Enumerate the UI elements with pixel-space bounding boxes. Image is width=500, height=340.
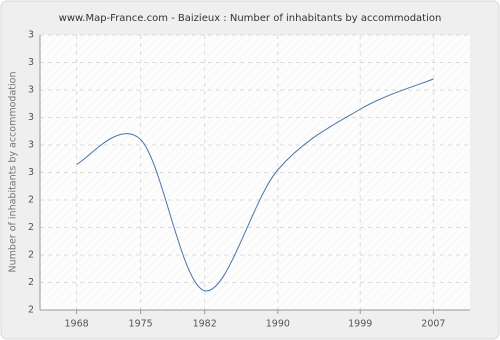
chart-title: www.Map-France.com - Baizieux : Number o…	[59, 13, 442, 24]
y-tick-label: 3	[28, 30, 34, 41]
x-tick-label: 2007	[421, 319, 445, 330]
y-tick-label: 3	[28, 140, 34, 151]
plot-hatch	[40, 35, 470, 310]
y-tick-label: 3	[28, 57, 34, 68]
y-tick-label: 3	[28, 112, 34, 123]
y-tick-label: 3	[28, 85, 34, 96]
y-tick-label: 2	[28, 222, 34, 233]
y-tick-label: 2	[28, 277, 34, 288]
x-tick-label: 1999	[348, 319, 372, 330]
x-tick-label: 1990	[266, 319, 290, 330]
y-tick-label: 2	[28, 195, 34, 206]
data-line	[76, 78, 434, 292]
x-tick-label: 1968	[65, 319, 89, 330]
y-tick-label: 2	[28, 305, 34, 316]
x-tick-label: 1975	[129, 319, 153, 330]
y-tick-label: 3	[28, 167, 34, 178]
y-axis-label: Number of inhabitants by accommodation	[8, 72, 19, 273]
x-tick-label: 1982	[193, 319, 217, 330]
y-tick-label: 2	[28, 250, 34, 261]
